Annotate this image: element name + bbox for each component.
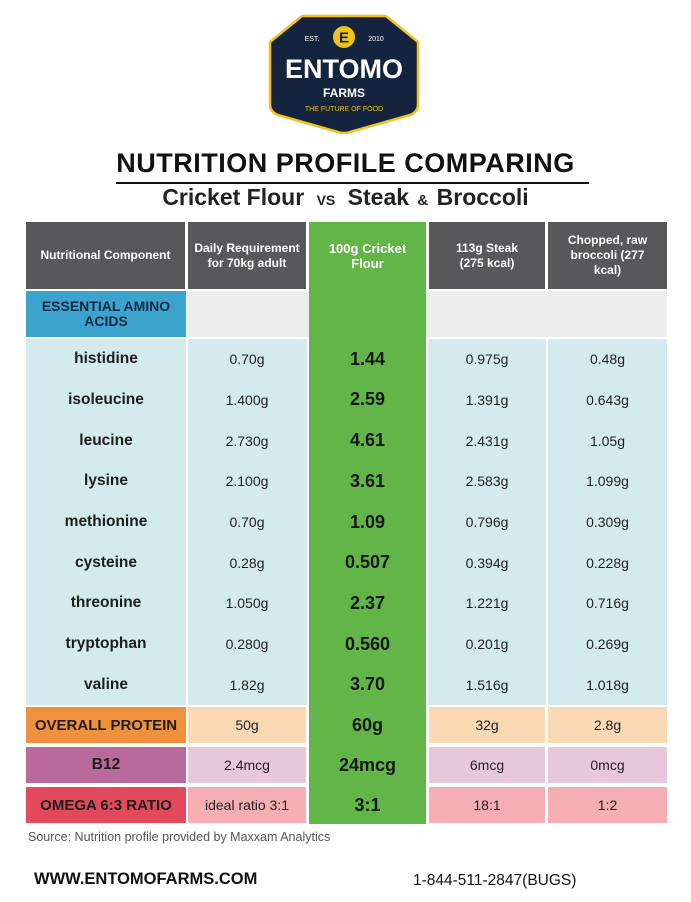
b12-broccoli: 0mcg (548, 747, 667, 783)
header-cricket-flour: 100g Cricket Flour (309, 222, 426, 289)
amino-steak: 2.431g (465, 432, 509, 449)
amino-name: valine (84, 675, 128, 693)
amino-steak: 0.796g (465, 514, 509, 530)
amino-steak: 0.201g (465, 636, 509, 653)
section-row-background (187, 291, 667, 337)
subtitle-cricket: Cricket Flour (162, 184, 305, 210)
title-underline (116, 182, 589, 184)
b12-cricket: 24mcg (338, 754, 397, 775)
amino-name: cysteine (74, 553, 138, 571)
amino-steak: 1.516g (465, 676, 509, 693)
entomo-farms-logo: E EST. 2010 ENTOMO FARMS THE FUTURE OF F… (268, 14, 420, 134)
amino-steak: 0.394g (465, 554, 509, 571)
amino-broccoli: 1.099g (586, 473, 629, 490)
amino-broccoli: 1.05g (589, 432, 626, 449)
page-subtitle: Cricket Flour VS Steak & Broccoli (0, 184, 691, 211)
column-divider (307, 339, 309, 705)
amino-daily: 1.050g (225, 595, 269, 612)
amino-steak: 0.975g (465, 351, 509, 368)
logo-brand: ENTOMO (285, 54, 403, 84)
protein-broccoli: 2.8g (548, 707, 667, 743)
amino-broccoli: 1.018g (586, 676, 629, 693)
amino-broccoli: 0.48g (589, 351, 626, 368)
logo-tagline: THE FUTURE OF FOOD (305, 106, 383, 113)
b12-steak: 6mcg (429, 747, 545, 783)
amino-daily: 0.70g (229, 351, 265, 368)
logo-badge-shape (268, 14, 420, 134)
amino-broccoli: 0.269g (586, 636, 629, 653)
amino-name: isoleucine (68, 390, 144, 408)
amino-cricket: 3.61 (349, 470, 386, 491)
amino-name: lysine (84, 472, 128, 490)
amino-daily: 0.70g (229, 514, 265, 530)
subtitle-broccoli: Broccoli (436, 184, 529, 210)
source-note: Source: Nutrition profile provided by Ma… (28, 830, 331, 844)
column-divider (426, 339, 428, 705)
amino-cricket: 1.44 (349, 348, 386, 369)
amino-broccoli: 0.643g (586, 391, 629, 408)
protein-cricket: 60g (351, 714, 384, 735)
amino-cricket: 1.09 (349, 511, 386, 532)
amino-cricket: 4.61 (349, 430, 386, 451)
amino-cricket: 2.59 (349, 389, 386, 410)
column-divider (546, 339, 548, 705)
logo-year: 2010 (368, 36, 384, 43)
omega-daily: ideal ratio 3:1 (188, 787, 306, 823)
amino-broccoli: 0.716g (586, 595, 629, 612)
omega-broccoli: 1:2 (548, 787, 667, 823)
amino-cricket: 0.507 (344, 552, 391, 573)
amino-cricket: 2.37 (349, 592, 386, 613)
amino-daily: 1.400g (225, 391, 269, 408)
amino-daily: 2.100g (225, 473, 269, 490)
amino-name: tryptophan (65, 635, 147, 653)
amino-daily: 0.280g (225, 636, 269, 653)
amino-steak: 2.583g (465, 473, 509, 490)
omega-cricket: 3:1 (354, 794, 381, 815)
phone-number: 1-844-511-2847(BUGS) (413, 872, 577, 889)
amino-steak: 1.221g (465, 595, 509, 612)
omega-label: OMEGA 6:3 RATIO (26, 787, 186, 823)
amino-cricket: 3.70 (349, 674, 386, 695)
amino-daily: 0.28g (229, 554, 265, 571)
amino-cricket: 0.560 (344, 633, 391, 654)
amino-broccoli: 0.228g (586, 554, 629, 571)
logo-est-label: EST. (305, 36, 320, 43)
page-title: NUTRITION PROFILE COMPARING (116, 148, 575, 178)
header-component: Nutritional Component (26, 222, 185, 289)
header-broccoli: Chopped, raw broccoli (277 kcal) (548, 222, 667, 289)
amino-name: leucine (79, 431, 133, 449)
b12-label: B12 (26, 747, 186, 783)
amino-broccoli: 0.309g (586, 514, 629, 530)
omega-steak: 18:1 (429, 787, 545, 823)
header-steak: 113g Steak (275 kcal) (429, 222, 545, 289)
amino-name: methionine (64, 513, 148, 530)
logo-monogram-circle (333, 26, 355, 48)
amino-steak: 1.391g (465, 391, 509, 408)
subtitle-steak: Steak (347, 184, 410, 210)
subtitle-vs: VS (316, 192, 336, 208)
section-label-essential-amino-acids: ESSENTIAL AMINO ACIDS (26, 291, 186, 337)
amino-name: histidine (74, 350, 138, 368)
column-divider (186, 339, 188, 705)
b12-daily: 2.4mcg (188, 747, 306, 783)
header-daily-requirement: Daily Requirement for 70kg adult (188, 222, 306, 289)
cricket-column-background (309, 222, 426, 824)
amino-daily: 1.82g (229, 676, 265, 693)
website-link[interactable]: WWW.ENTOMOFARMS.COM (34, 870, 258, 888)
logo-monogram: E (339, 30, 349, 47)
amino-name: threonine (70, 594, 142, 612)
protein-steak: 32g (429, 707, 545, 743)
subtitle-amp: & (417, 192, 429, 209)
amino-daily: 2.730g (225, 432, 269, 449)
protein-daily: 50g (188, 707, 306, 743)
logo-sub: FARMS (323, 86, 365, 100)
protein-label: OVERALL PROTEIN (26, 707, 186, 743)
